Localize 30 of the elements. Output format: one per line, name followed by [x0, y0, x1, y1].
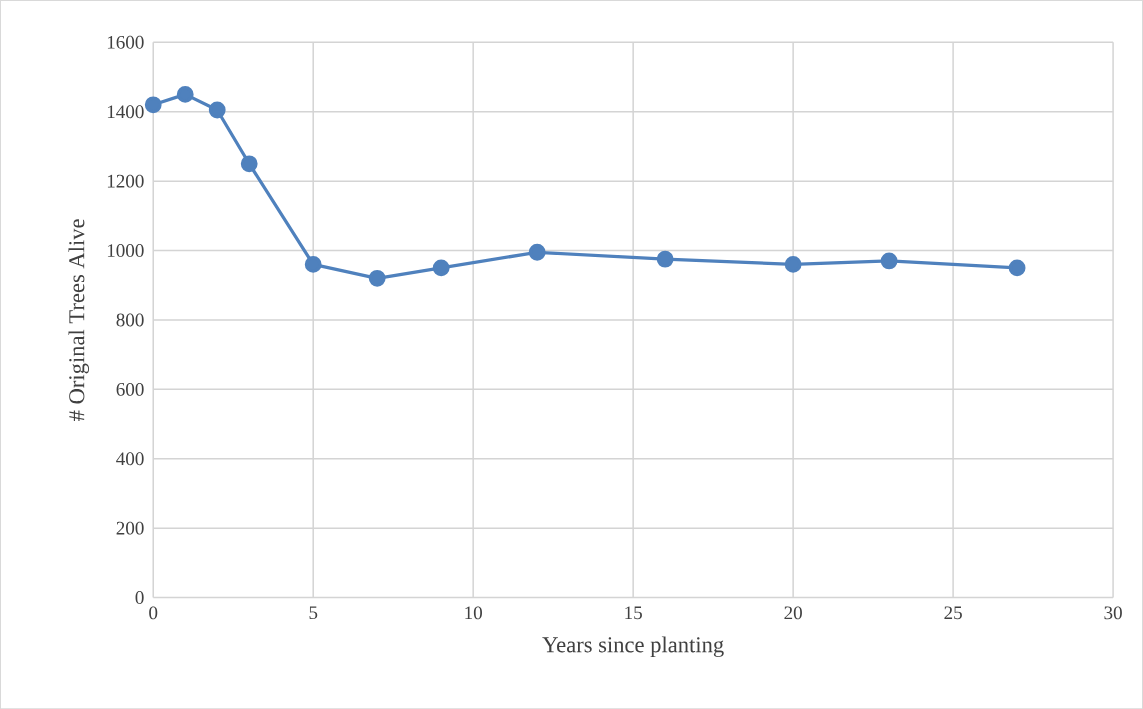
point	[880, 252, 898, 270]
point	[304, 255, 322, 273]
y-tick-label: 200	[116, 521, 144, 535]
y-tick-label: 600	[116, 382, 144, 396]
x-tick-label: 20	[784, 606, 802, 620]
y-tick-label: 0	[135, 590, 144, 604]
y-tick-label: 1200	[107, 174, 144, 188]
x-tick-label: 15	[625, 606, 642, 619]
y-tick-label: 1000	[107, 243, 144, 257]
y-tick-label: 1400	[107, 105, 144, 118]
y-tick-label: 1600	[107, 35, 144, 49]
point	[784, 255, 802, 273]
x-tick-label: 0	[149, 606, 158, 620]
point	[368, 269, 386, 287]
x-axis-title: Years since planting	[542, 636, 724, 657]
point	[656, 250, 674, 268]
point	[528, 243, 546, 261]
point	[176, 85, 194, 103]
point	[240, 155, 258, 172]
x-tick-label: 25	[944, 606, 962, 620]
x-tick-label: 30	[1104, 606, 1122, 620]
y-tick-label: 800	[116, 313, 144, 327]
point	[432, 259, 450, 277]
point	[208, 101, 226, 119]
point	[144, 96, 162, 113]
y-tick-label: 400	[116, 452, 144, 465]
y-axis-title: # Original Trees Alive	[68, 219, 90, 421]
x-tick-label: 10	[465, 606, 482, 620]
point	[1008, 259, 1026, 277]
x-tick-label: 5	[309, 606, 318, 619]
